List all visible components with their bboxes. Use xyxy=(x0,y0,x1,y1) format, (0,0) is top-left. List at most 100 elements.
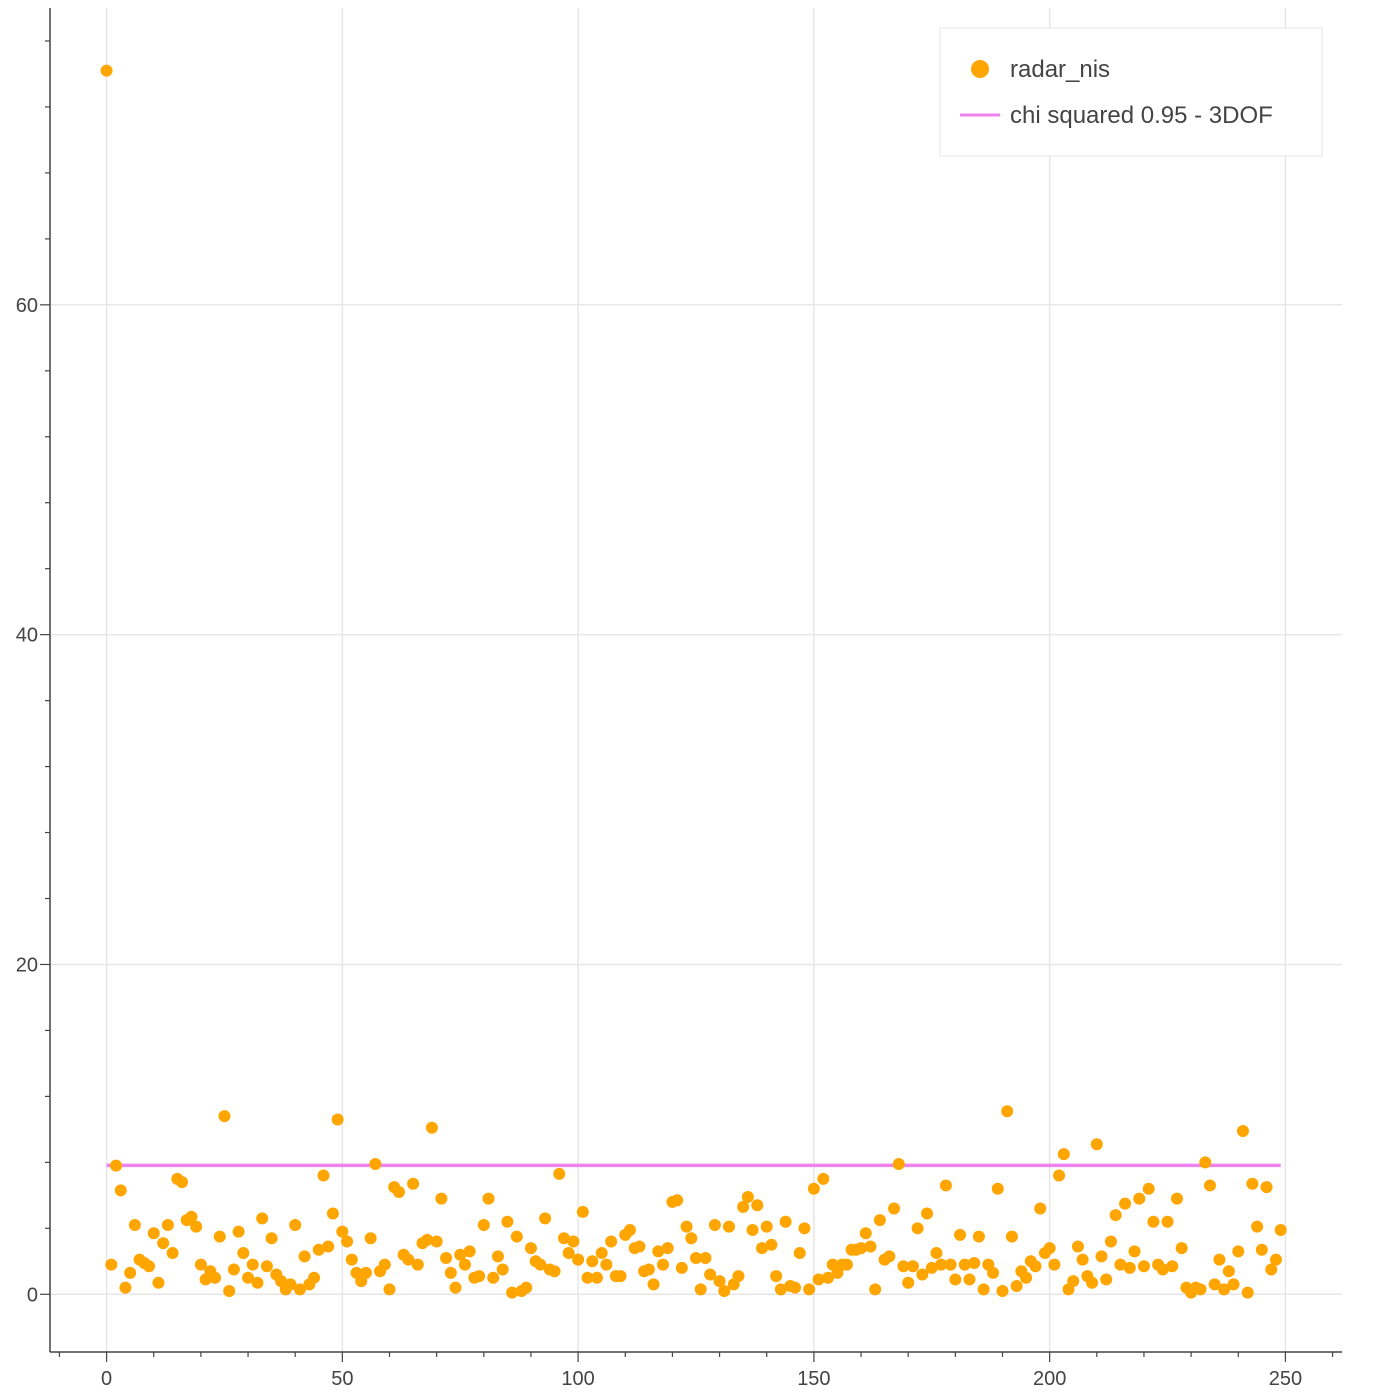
data-point xyxy=(1203,1179,1216,1192)
data-point xyxy=(694,1283,707,1296)
data-point xyxy=(383,1283,396,1296)
data-point xyxy=(751,1199,764,1212)
data-point xyxy=(157,1237,170,1250)
data-point xyxy=(888,1202,901,1215)
data-point xyxy=(704,1268,717,1281)
data-point xyxy=(652,1245,665,1258)
data-point xyxy=(440,1252,453,1265)
data-point xyxy=(166,1247,179,1260)
data-point xyxy=(718,1284,731,1297)
data-point xyxy=(1086,1276,1099,1289)
data-point xyxy=(1156,1263,1169,1276)
data-point xyxy=(1194,1283,1207,1296)
data-point xyxy=(364,1232,377,1245)
data-point xyxy=(642,1263,655,1276)
data-point xyxy=(128,1219,141,1232)
data-point xyxy=(1260,1181,1273,1194)
data-point xyxy=(855,1242,868,1255)
data-point xyxy=(699,1252,712,1265)
data-point xyxy=(411,1258,424,1271)
data-point xyxy=(1043,1242,1056,1255)
data-point xyxy=(152,1276,165,1289)
data-point xyxy=(779,1215,792,1228)
data-point xyxy=(482,1192,495,1205)
data-point xyxy=(501,1215,514,1228)
data-point xyxy=(741,1190,754,1203)
data-point xyxy=(534,1258,547,1271)
data-point xyxy=(359,1266,372,1279)
data-point xyxy=(298,1250,311,1263)
data-point xyxy=(817,1172,830,1185)
data-point xyxy=(430,1235,443,1248)
data-point xyxy=(562,1247,575,1260)
data-point xyxy=(605,1235,618,1248)
data-point xyxy=(737,1200,750,1213)
data-point xyxy=(1029,1260,1042,1273)
data-point xyxy=(789,1281,802,1294)
data-point xyxy=(798,1222,811,1235)
data-point xyxy=(770,1270,783,1283)
data-point xyxy=(812,1273,825,1286)
data-point xyxy=(765,1238,778,1251)
data-point xyxy=(473,1270,486,1283)
data-point xyxy=(185,1210,198,1223)
data-point xyxy=(991,1182,1004,1195)
y-tick-label: 20 xyxy=(16,954,38,976)
data-point xyxy=(407,1177,420,1190)
data-point xyxy=(539,1212,552,1225)
data-point xyxy=(1246,1177,1259,1190)
data-point xyxy=(1170,1192,1183,1205)
data-point xyxy=(1020,1271,1033,1284)
data-point xyxy=(487,1271,500,1284)
data-point xyxy=(1222,1265,1235,1278)
data-point xyxy=(284,1278,297,1291)
data-point xyxy=(147,1227,160,1240)
data-point xyxy=(1057,1148,1070,1161)
data-point xyxy=(600,1258,613,1271)
data-point xyxy=(581,1271,594,1284)
legend-box xyxy=(939,27,1323,157)
data-point xyxy=(1218,1283,1231,1296)
scatter-points xyxy=(100,64,1287,1299)
data-point xyxy=(190,1220,203,1233)
data-point xyxy=(524,1242,537,1255)
data-point xyxy=(902,1276,915,1289)
data-point xyxy=(256,1212,269,1225)
data-point xyxy=(656,1258,669,1271)
data-point xyxy=(449,1281,462,1294)
data-point xyxy=(124,1266,137,1279)
legend: radar_nis chi squared 0.95 - 3DOF xyxy=(939,27,1323,157)
data-point xyxy=(869,1283,882,1296)
data-point xyxy=(331,1113,344,1126)
data-point xyxy=(520,1281,533,1294)
data-point xyxy=(1142,1182,1155,1195)
data-point xyxy=(242,1271,255,1284)
data-point xyxy=(1001,1105,1014,1118)
data-point xyxy=(586,1255,599,1268)
data-point xyxy=(883,1250,896,1263)
data-point xyxy=(223,1284,236,1297)
data-point xyxy=(661,1242,674,1255)
data-point xyxy=(633,1240,646,1253)
x-tick-label: 50 xyxy=(331,1368,353,1390)
data-point xyxy=(246,1258,259,1271)
data-point xyxy=(756,1242,769,1255)
data-point xyxy=(176,1176,189,1189)
y-tick-label: 0 xyxy=(27,1284,38,1306)
data-point xyxy=(251,1276,264,1289)
data-point xyxy=(1133,1192,1146,1205)
data-point xyxy=(444,1266,457,1279)
x-tick-label: 150 xyxy=(797,1368,830,1390)
data-point xyxy=(723,1220,736,1233)
data-point xyxy=(930,1247,943,1260)
data-point xyxy=(1048,1258,1061,1271)
x-tick-label: 0 xyxy=(101,1368,112,1390)
data-point xyxy=(732,1270,745,1283)
data-point xyxy=(491,1250,504,1263)
data-point xyxy=(477,1219,490,1232)
data-point xyxy=(143,1260,156,1273)
data-point xyxy=(1104,1235,1117,1248)
data-point xyxy=(1095,1250,1108,1263)
data-point xyxy=(336,1225,349,1238)
data-point xyxy=(897,1260,910,1273)
